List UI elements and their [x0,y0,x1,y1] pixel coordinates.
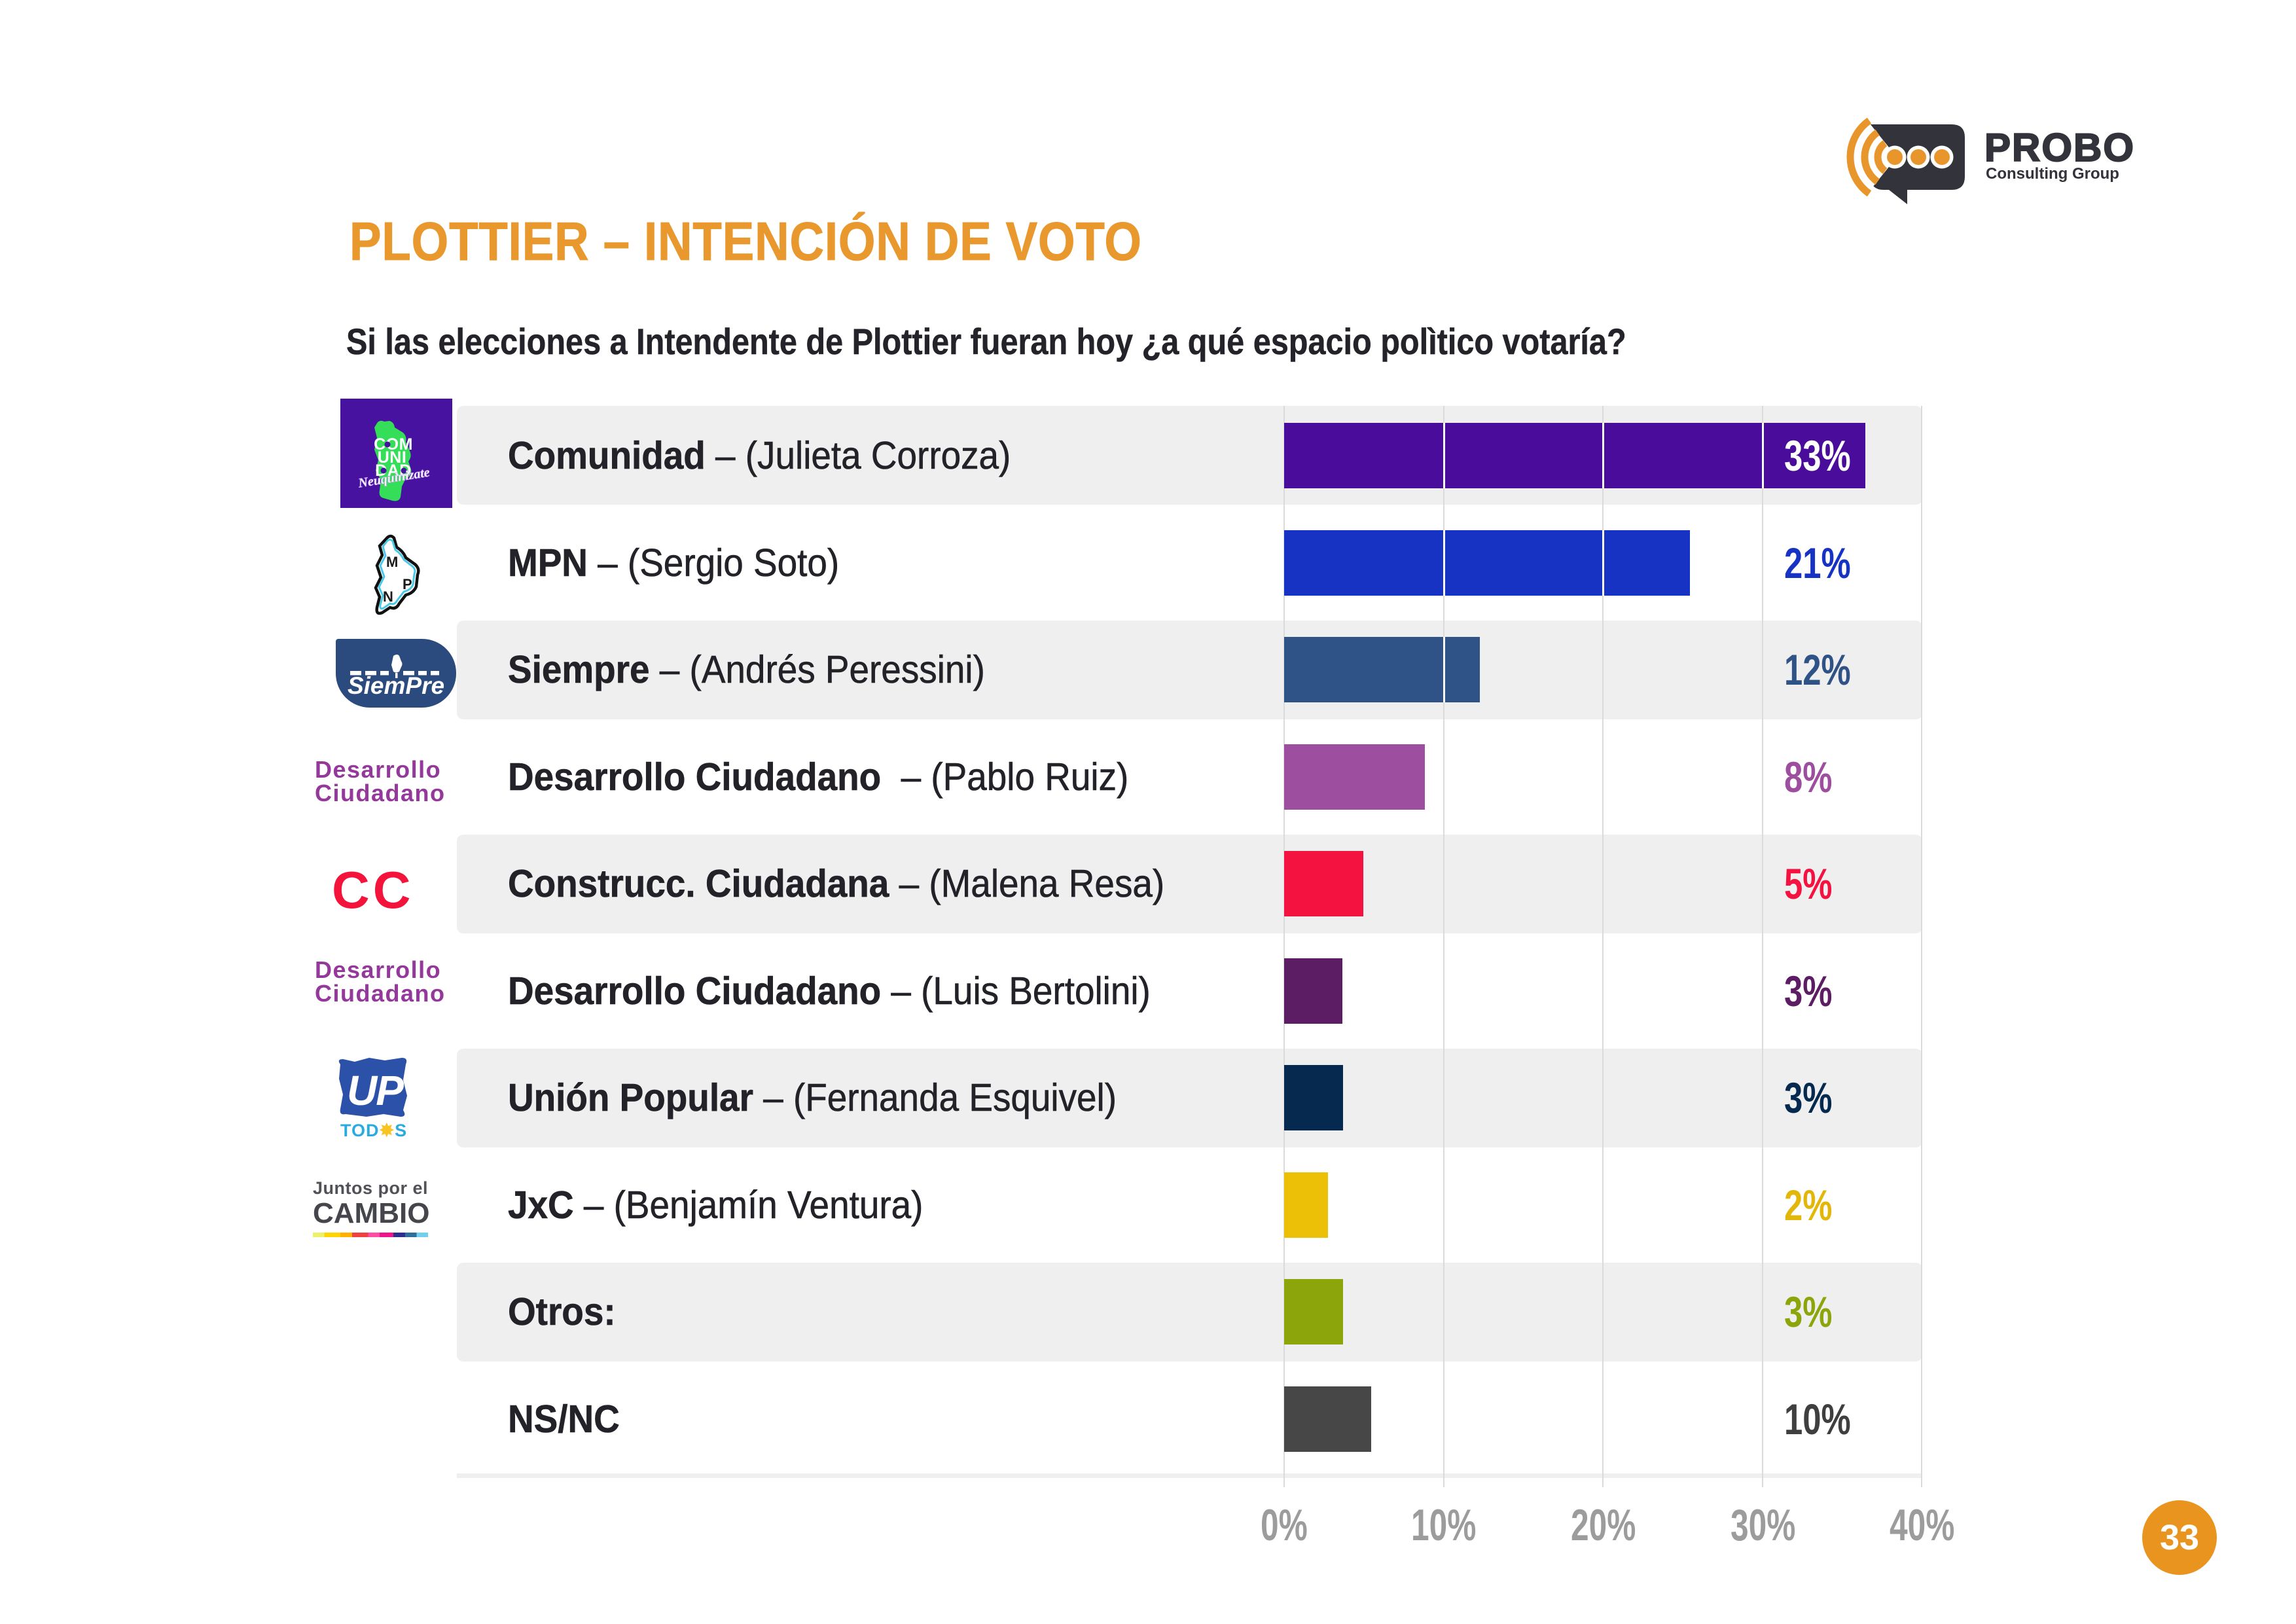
svg-text:N: N [383,588,393,605]
svg-text:SiemPre: SiemPre [348,672,444,699]
svg-text:UP: UP [347,1067,404,1114]
svg-text:TOD✸S: TOD✸S [340,1121,407,1140]
svg-text:UNI: UNI [378,448,407,467]
svg-text:PROBO: PROBO [1984,126,2135,170]
svg-text:COM: COM [374,435,413,454]
svg-text:P: P [403,576,412,592]
svg-text:M: M [386,554,398,570]
svg-text:Consulting Group: Consulting Group [1986,165,2119,183]
